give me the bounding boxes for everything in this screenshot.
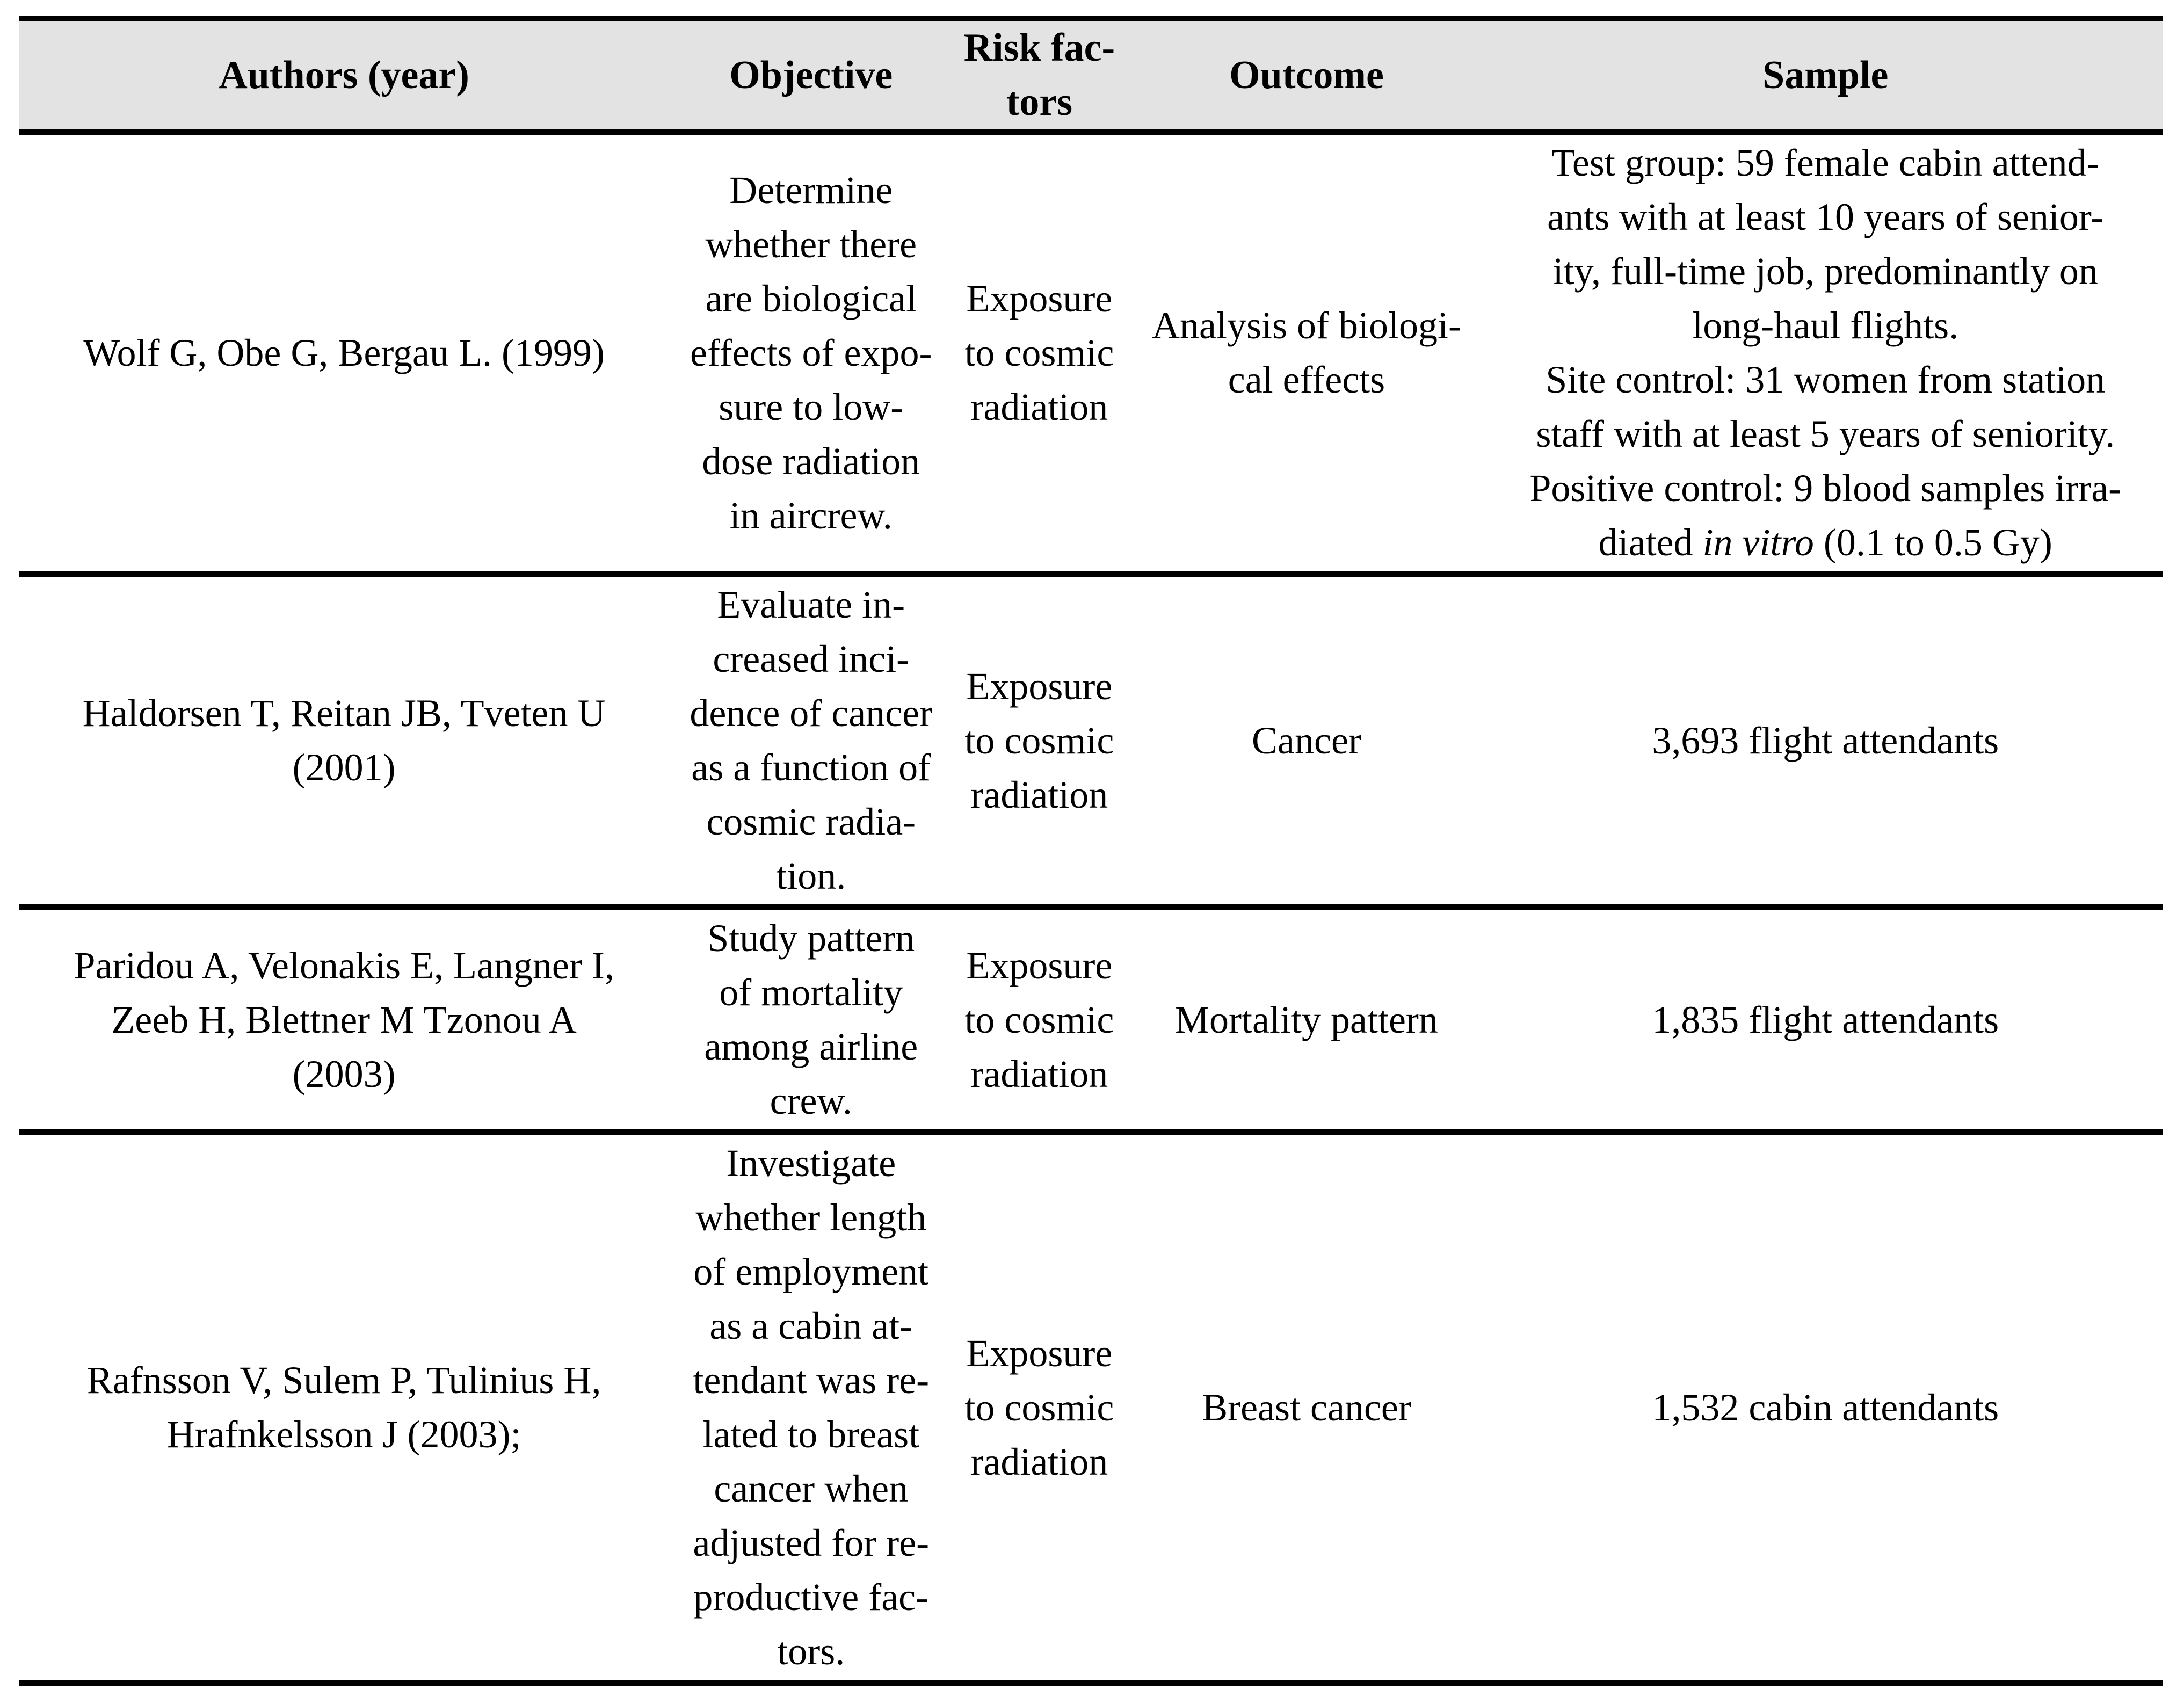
objective-text: Evaluate in- creased inci- dence of canc… (690, 583, 933, 897)
header-objective: Objective (669, 21, 953, 129)
table-row: Rafnsson V, Sulem P, Tulinius H, Hrafnke… (19, 1135, 2163, 1680)
authors-text: Haldorsen T, Reitan JB, Tveten U (2001) (82, 692, 606, 789)
header-risk-factors: Risk fac- tors (953, 21, 1125, 129)
authors-cell: Haldorsen T, Reitan JB, Tveten U (2001) (19, 577, 669, 904)
sample-cell: 1,532 cabin attendants (1488, 1135, 2163, 1680)
outcome-cell: Mortality pattern (1125, 910, 1488, 1129)
risk-factors-cell: Exposure to cosmic radiation (953, 1135, 1125, 1680)
table-header-row: Authors (year) Objective Risk fac- tors … (19, 21, 2163, 135)
header-risk-factors-label: Risk fac- tors (963, 26, 1115, 124)
objective-cell: Investigate whether length of employment… (669, 1135, 953, 1680)
sample-cell: 3,693 flight attendants (1488, 577, 2163, 904)
authors-cell: Rafnsson V, Sulem P, Tulinius H, Hrafnke… (19, 1135, 669, 1680)
header-sample-label: Sample (1762, 53, 1889, 97)
outcome-text: Cancer (1252, 719, 1361, 762)
authors-text: Rafnsson V, Sulem P, Tulinius H, Hrafnke… (86, 1359, 601, 1456)
outcome-cell: Analysis of biologi- cal effects (1125, 135, 1488, 571)
sample-text: 1,835 flight attendants (1652, 998, 1999, 1041)
risk-factors-text: Exposure to cosmic radiation (964, 944, 1114, 1096)
risk-factors-cell: Exposure to cosmic radiation (953, 910, 1125, 1129)
header-outcome-label: Outcome (1229, 53, 1384, 97)
sample-text: 1,532 cabin attendants (1652, 1386, 1999, 1429)
outcome-text: Breast cancer (1202, 1386, 1411, 1429)
authors-text: Paridou A, Velonakis E, Langner I, Zeeb … (74, 944, 614, 1096)
header-sample: Sample (1488, 21, 2163, 129)
authors-cell: Wolf G, Obe G, Bergau L. (1999) (19, 135, 669, 571)
sample-text: 3,693 flight attendants (1652, 719, 1999, 762)
objective-cell: Study pattern of mortality among airline… (669, 910, 953, 1129)
table-row: Haldorsen T, Reitan JB, Tveten U (2001) … (19, 577, 2163, 910)
risk-factors-text: Exposure to cosmic radiation (964, 664, 1114, 816)
authors-cell: Paridou A, Velonakis E, Langner I, Zeeb … (19, 910, 669, 1129)
risk-factors-text: Exposure to cosmic radiation (964, 1331, 1114, 1483)
objective-text: Investigate whether length of employment… (693, 1142, 930, 1673)
outcome-cell: Breast cancer (1125, 1135, 1488, 1680)
objective-cell: Evaluate in- creased inci- dence of canc… (669, 577, 953, 904)
objective-cell: Determine whether there are biological e… (669, 135, 953, 571)
sample-text-main: Test group: 59 female cabin attend- ants… (1529, 141, 2122, 564)
sample-text-invitro: in vitro (1702, 521, 1814, 564)
header-objective-label: Objective (729, 53, 893, 97)
header-authors-label: Authors (year) (219, 53, 469, 97)
authors-text: Wolf G, Obe G, Bergau L. (1999) (83, 331, 605, 374)
risk-factors-cell: Exposure to cosmic radiation (953, 135, 1125, 571)
objective-text: Determine whether there are biological e… (690, 168, 932, 537)
risk-factors-cell: Exposure to cosmic radiation (953, 577, 1125, 904)
table-row: Paridou A, Velonakis E, Langner I, Zeeb … (19, 910, 2163, 1135)
risk-factors-text: Exposure to cosmic radiation (964, 277, 1114, 429)
studies-table: Authors (year) Objective Risk fac- tors … (19, 16, 2163, 1686)
sample-cell: 1,835 flight attendants (1488, 910, 2163, 1129)
objective-text: Study pattern of mortality among airline… (704, 917, 918, 1122)
table-row: Wolf G, Obe G, Bergau L. (1999) Determin… (19, 135, 2163, 577)
header-authors: Authors (year) (19, 21, 669, 129)
sample-text: Test group: 59 female cabin attend- ants… (1529, 136, 2121, 570)
sample-text-dose: (0.1 to 0.5 Gy) (1813, 521, 2052, 564)
outcome-text: Analysis of biologi- cal effects (1151, 304, 1461, 401)
header-outcome: Outcome (1125, 21, 1488, 129)
outcome-cell: Cancer (1125, 577, 1488, 904)
sample-cell: Test group: 59 female cabin attend- ants… (1488, 135, 2163, 571)
outcome-text: Mortality pattern (1175, 998, 1438, 1041)
